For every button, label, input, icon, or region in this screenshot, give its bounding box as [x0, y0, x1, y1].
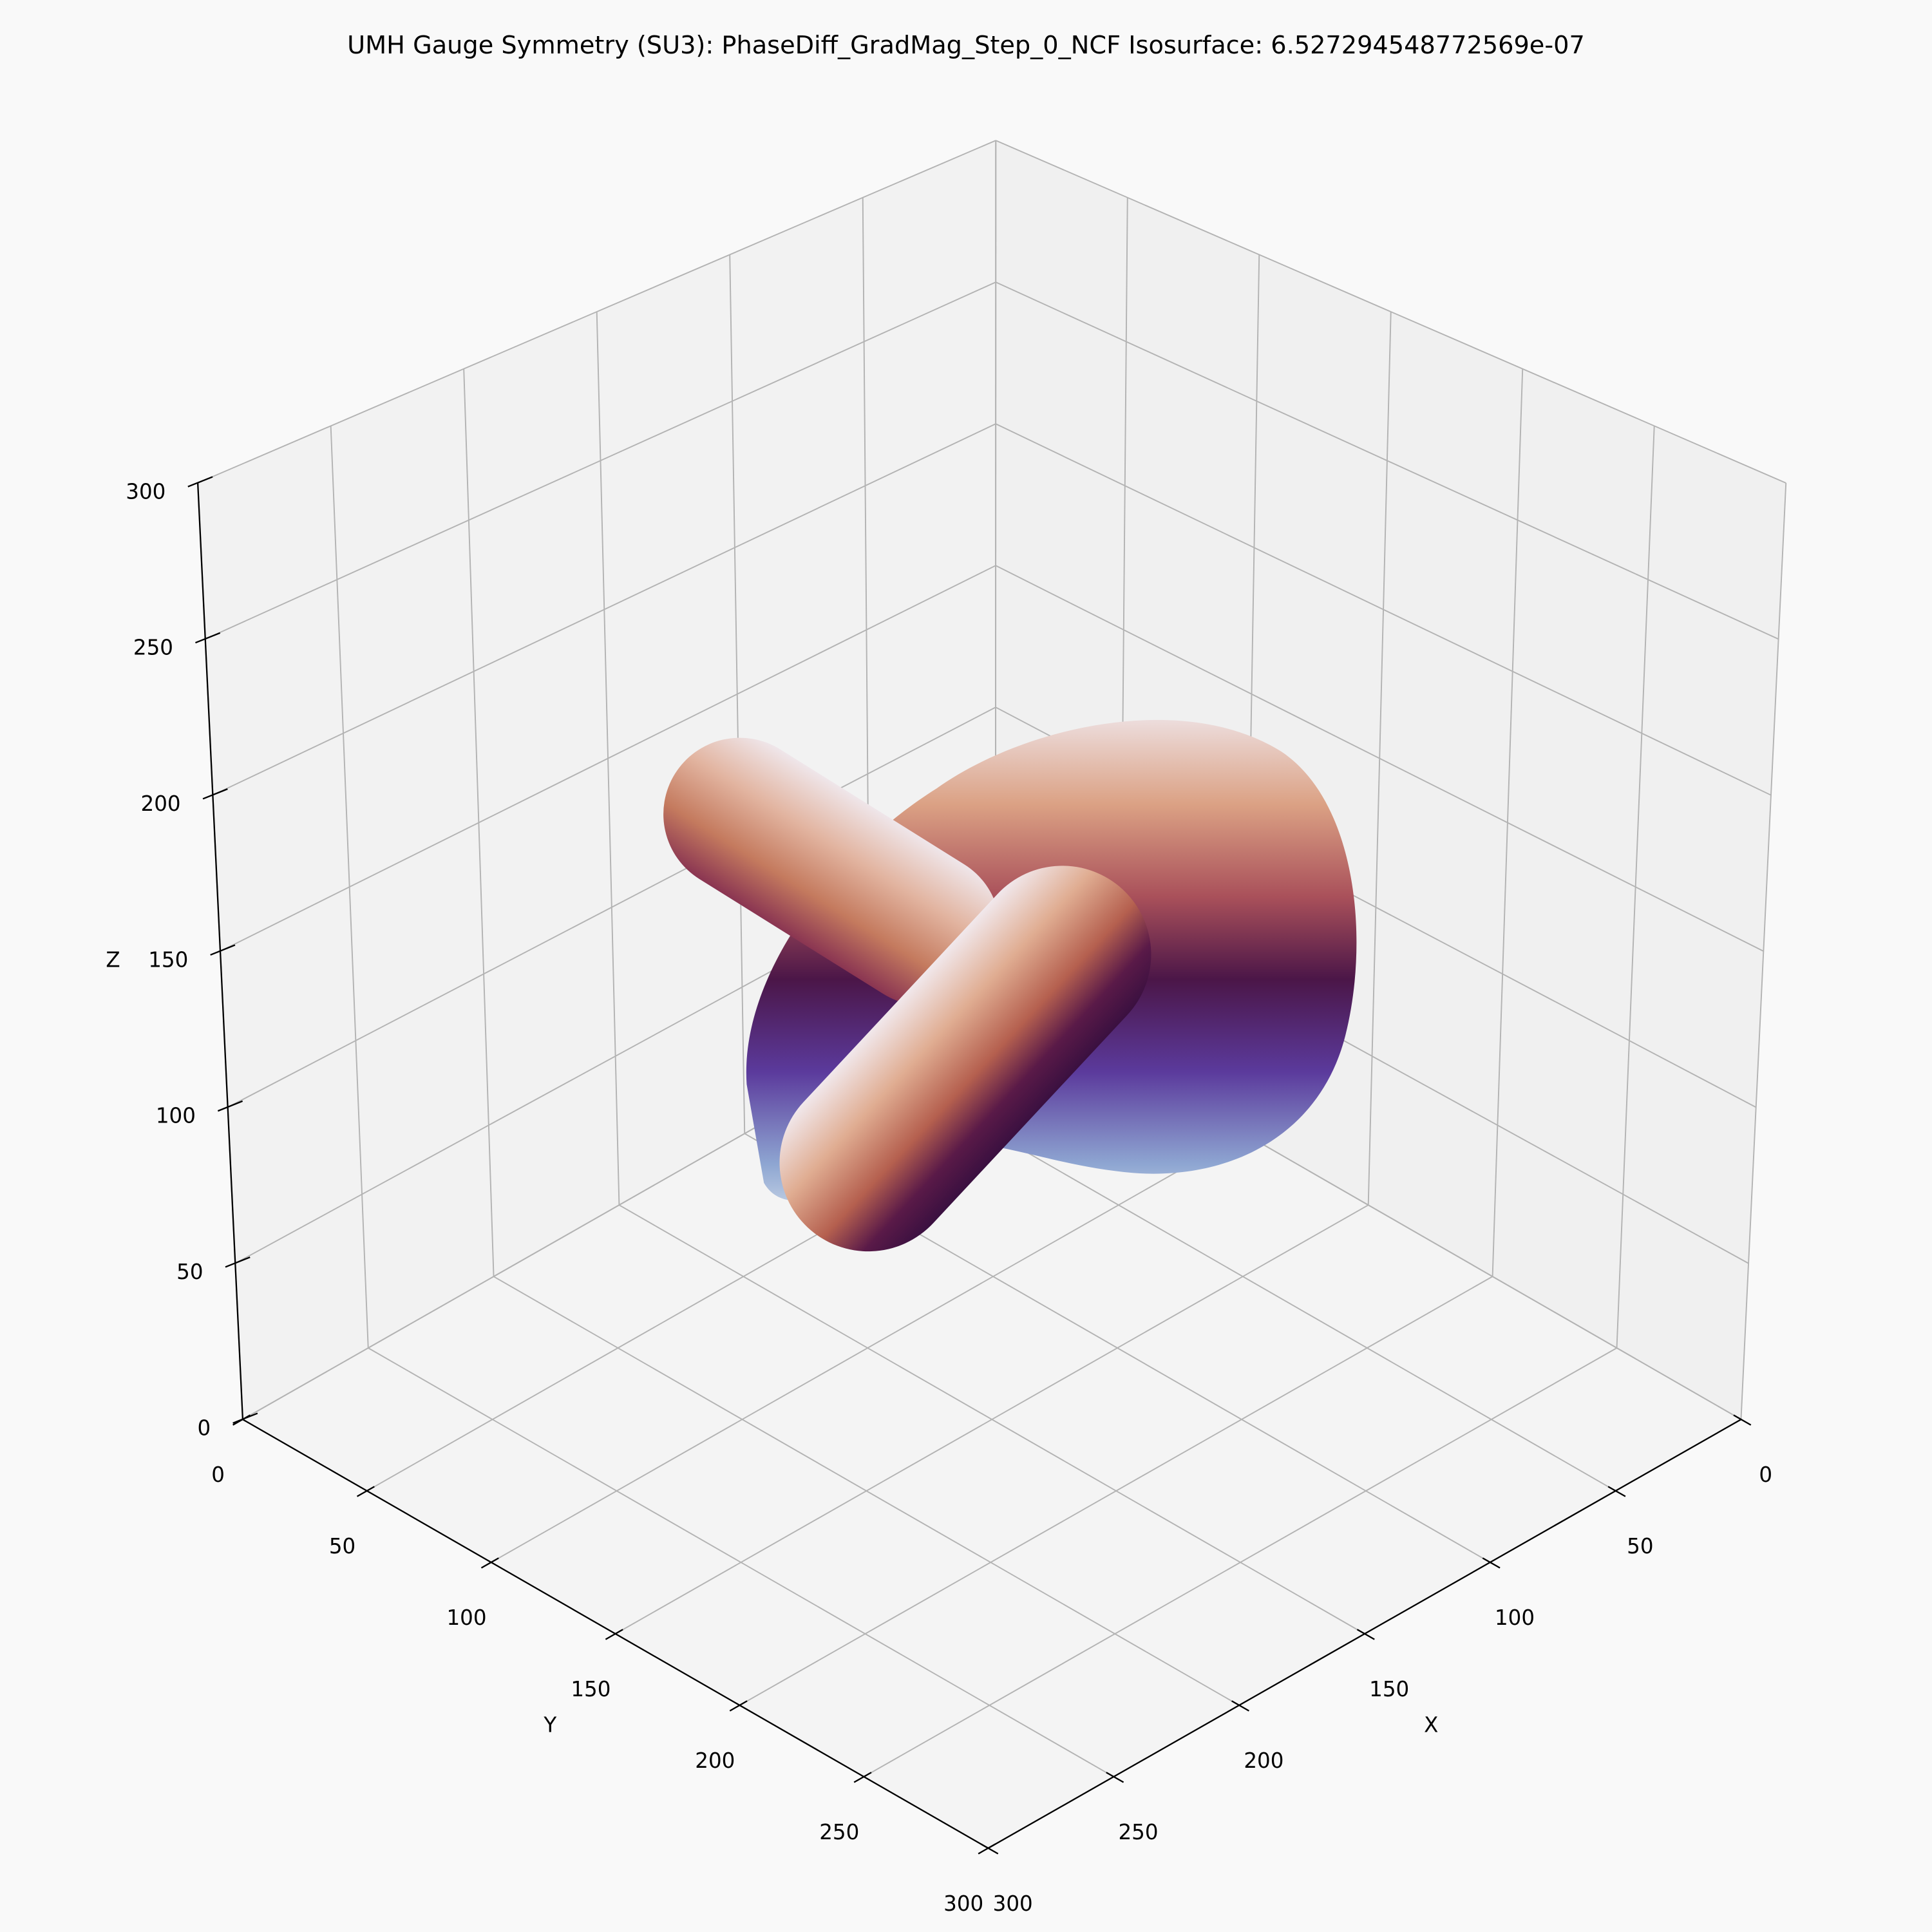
z-tick	[217, 1100, 243, 1112]
grid-line	[491, 1133, 1245, 1563]
y-tick-label: 50	[329, 1534, 355, 1558]
chart-title: UMH Gauge Symmetry (SU3): PhaseDiff_Grad…	[347, 31, 1585, 60]
y-tick-label: 300	[943, 1891, 983, 1916]
z-tick-label: 50	[176, 1260, 203, 1284]
x-tick-label: 0	[1759, 1463, 1772, 1487]
x-tick	[1733, 1414, 1752, 1426]
y-tick	[729, 1700, 748, 1712]
y-tick-label: 100	[446, 1605, 486, 1630]
grid-line	[205, 281, 996, 640]
z-tick-label: 0	[197, 1416, 211, 1440]
z-tick	[225, 1256, 251, 1268]
z-tick	[195, 632, 221, 644]
tube-surface	[663, 737, 1000, 1006]
x-tick-label: 100	[1495, 1605, 1535, 1630]
grid-line	[212, 423, 996, 796]
x-tick	[980, 1843, 999, 1855]
y-tick-label: 200	[695, 1748, 735, 1773]
x-tick	[1106, 1772, 1124, 1783]
grid-line	[995, 423, 1772, 796]
y-tick	[480, 1557, 499, 1569]
labels: UMH Gauge Symmetry (SU3): PhaseDiff_Grad…	[106, 31, 1772, 1916]
x-tick-label: 200	[1244, 1748, 1283, 1773]
grid-line	[220, 565, 996, 952]
x-axis-label: X	[1424, 1712, 1438, 1737]
x-tick-label: 250	[1119, 1820, 1159, 1844]
y-tick	[978, 1843, 996, 1855]
x-tick-label: 300	[993, 1891, 1033, 1916]
x-tick-label: 50	[1627, 1534, 1653, 1558]
x-tick	[1231, 1700, 1249, 1712]
y-tick-label: 250	[819, 1820, 859, 1844]
z-tick	[210, 944, 236, 956]
y-tick	[605, 1629, 623, 1640]
grid-line	[615, 1204, 1369, 1634]
z-tick-label: 150	[148, 947, 188, 972]
y-tick	[356, 1486, 375, 1497]
z-tick	[232, 1412, 258, 1424]
z-tick-label: 200	[141, 791, 181, 816]
grid-line	[227, 706, 996, 1108]
y-tick-label: 0	[211, 1463, 225, 1487]
grid-line	[197, 140, 996, 484]
z-tick-label: 300	[126, 479, 166, 504]
grid-line	[739, 1276, 1493, 1706]
z-tick-label: 100	[156, 1104, 196, 1128]
grid-line	[995, 281, 1779, 640]
grid-line	[995, 565, 1764, 952]
y-tick-label: 150	[571, 1677, 611, 1701]
y-tick	[853, 1772, 872, 1783]
grid-line	[995, 140, 1786, 484]
z-tick	[187, 476, 213, 488]
isosurface	[663, 719, 1357, 1252]
tube-surface	[779, 866, 1151, 1252]
x-tick-label: 150	[1369, 1677, 1409, 1701]
z-axis-label: Z	[106, 947, 120, 972]
grid-line	[864, 1347, 1617, 1777]
x-tick	[1607, 1486, 1626, 1497]
y-axis-label: Y	[543, 1712, 556, 1737]
x-tick	[1356, 1629, 1375, 1640]
z-tick-label: 250	[133, 636, 173, 660]
z-tick	[202, 788, 228, 800]
x-tick	[1482, 1557, 1501, 1569]
axes	[187, 476, 1752, 1855]
